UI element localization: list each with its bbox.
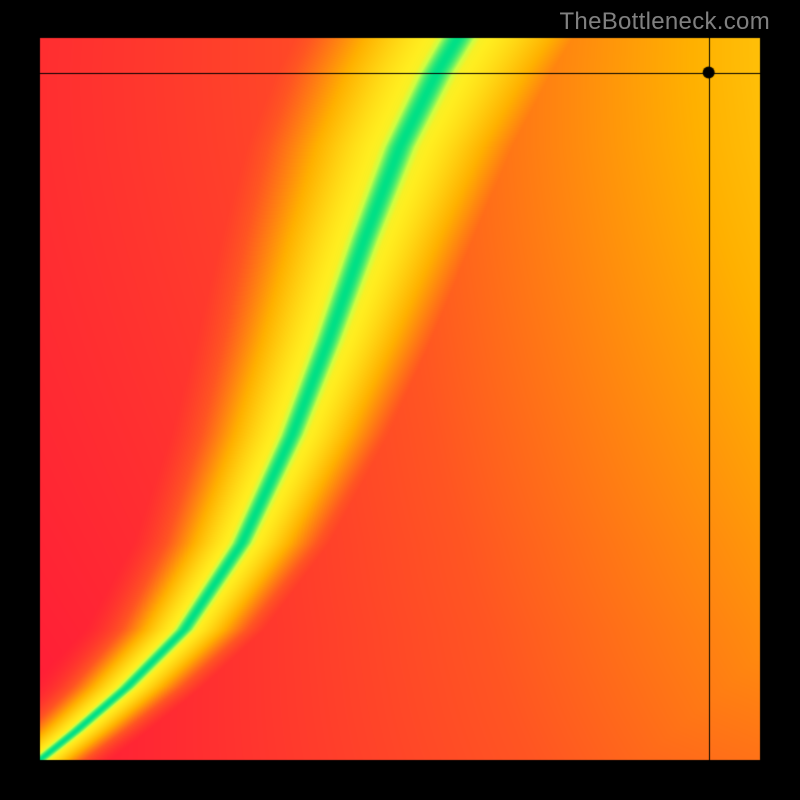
watermark-text: TheBottleneck.com: [559, 8, 770, 36]
chart-container: TheBottleneck.com: [0, 0, 800, 800]
heatmap-canvas: [0, 0, 800, 800]
